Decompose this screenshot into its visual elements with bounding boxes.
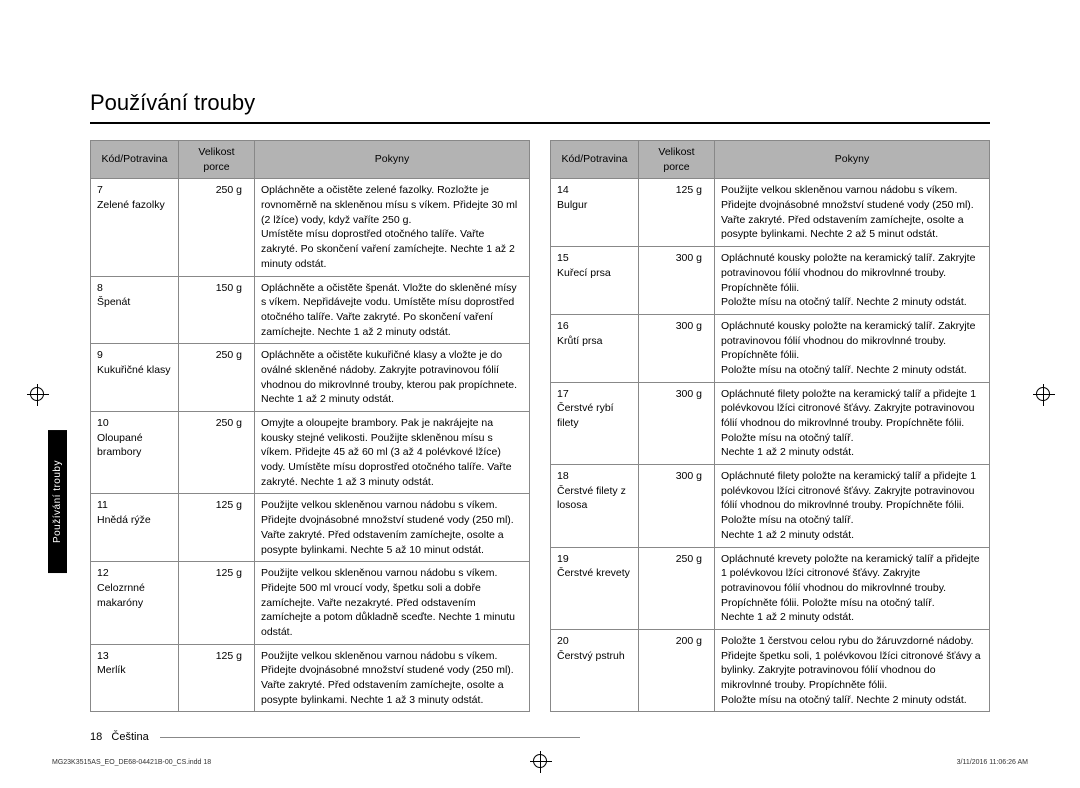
- cell-instructions: Použijte velkou skleněnou varnou nádobu …: [715, 179, 990, 247]
- cell-instructions: Použijte velkou skleněnou varnou nádobu …: [255, 644, 530, 712]
- page-language: Čeština: [111, 731, 148, 743]
- footer-line: [160, 737, 580, 738]
- cell-code: 7 Zelené fazolky: [91, 179, 179, 276]
- table-row: 16 Krůtí prsa300 gOpláchnuté kousky polo…: [551, 314, 990, 382]
- table-header-row: Kód/Potravina Velikost porce Pokyny: [91, 141, 530, 179]
- table-row: 14 Bulgur125 gPoužijte velkou skleněnou …: [551, 179, 990, 247]
- header-portion: Velikost porce: [639, 141, 715, 179]
- cell-portion: 250 g: [179, 412, 255, 494]
- registration-mark-left: [30, 387, 44, 401]
- cell-portion: 125 g: [639, 179, 715, 247]
- table-row: 19 Čerstvé krevety250 gOpláchnuté krevet…: [551, 547, 990, 629]
- left-column: Kód/Potravina Velikost porce Pokyny 7 Ze…: [90, 140, 530, 712]
- left-table: Kód/Potravina Velikost porce Pokyny 7 Ze…: [90, 140, 530, 712]
- cell-instructions: Opláchněte a očistěte zelené fazolky. Ro…: [255, 179, 530, 276]
- cell-code: 8 Špenát: [91, 276, 179, 344]
- page-number: 18: [90, 731, 102, 743]
- table-row: 8 Špenát150 gOpláchněte a očistěte špená…: [91, 276, 530, 344]
- table-row: 12 Celozrnné makaróny125 gPoužijte velko…: [91, 562, 530, 644]
- right-column: Kód/Potravina Velikost porce Pokyny 14 B…: [550, 140, 990, 712]
- cell-portion: 200 g: [639, 629, 715, 711]
- table-row: 20 Čerstvý pstruh200 gPoložte 1 čerstvou…: [551, 629, 990, 711]
- page-title: Používání trouby: [90, 90, 1030, 116]
- cell-portion: 250 g: [639, 547, 715, 629]
- cell-instructions: Omyjte a oloupejte brambory. Pak je nakr…: [255, 412, 530, 494]
- cell-portion: 125 g: [179, 494, 255, 562]
- table-row: 15 Kuřecí prsa300 gOpláchnuté kousky pol…: [551, 247, 990, 315]
- cell-instructions: Opláchnuté kousky položte na keramický t…: [715, 314, 990, 382]
- table-row: 18 Čerstvé filety z lososa300 gOpláchnut…: [551, 465, 990, 547]
- table-row: 9 Kukuřičné klasy250 gOpláchněte a očist…: [91, 344, 530, 412]
- header-code: Kód/Potravina: [551, 141, 639, 179]
- table-row: 7 Zelené fazolky250 gOpláchněte a očistě…: [91, 179, 530, 276]
- table-row: 11 Hnědá rýže125 gPoužijte velkou skleně…: [91, 494, 530, 562]
- cell-portion: 125 g: [179, 562, 255, 644]
- cell-code: 20 Čerstvý pstruh: [551, 629, 639, 711]
- cell-portion: 150 g: [179, 276, 255, 344]
- cell-instructions: Opláchnuté filety položte na keramický t…: [715, 465, 990, 547]
- registration-mark-right: [1036, 387, 1050, 401]
- cell-portion: 300 g: [639, 465, 715, 547]
- cell-instructions: Položte 1 čerstvou celou rybu do žáruvzd…: [715, 629, 990, 711]
- cell-instructions: Použijte velkou skleněnou varnou nádobu …: [255, 494, 530, 562]
- print-meta-right: 3/11/2016 11:06:26 AM: [957, 759, 1028, 766]
- cell-code: 9 Kukuřičné klasy: [91, 344, 179, 412]
- header-code: Kód/Potravina: [91, 141, 179, 179]
- cell-code: 14 Bulgur: [551, 179, 639, 247]
- cell-portion: 125 g: [179, 644, 255, 712]
- cell-portion: 300 g: [639, 247, 715, 315]
- cell-code: 13 Merlík: [91, 644, 179, 712]
- header-instructions: Pokyny: [255, 141, 530, 179]
- cell-instructions: Opláchněte a očistěte špenát. Vložte do …: [255, 276, 530, 344]
- cell-code: 17 Čerstvé rybí filety: [551, 382, 639, 464]
- table-header-row: Kód/Potravina Velikost porce Pokyny: [551, 141, 990, 179]
- cell-portion: 300 g: [639, 382, 715, 464]
- cell-instructions: Opláchnuté kousky položte na keramický t…: [715, 247, 990, 315]
- header-portion: Velikost porce: [179, 141, 255, 179]
- cell-portion: 300 g: [639, 314, 715, 382]
- cell-instructions: Opláchnuté filety položte na keramický t…: [715, 382, 990, 464]
- cell-instructions: Opláchněte a očistěte kukuřičné klasy a …: [255, 344, 530, 412]
- table-row: 13 Merlík125 gPoužijte velkou skleněnou …: [91, 644, 530, 712]
- cell-instructions: Opláchnuté krevety položte na keramický …: [715, 547, 990, 629]
- title-underline: [90, 122, 990, 124]
- print-meta-left: MG23K3515AS_EO_DE68-04421B-00_CS.indd 18: [52, 759, 211, 766]
- right-table: Kód/Potravina Velikost porce Pokyny 14 B…: [550, 140, 990, 712]
- cell-instructions: Použijte velkou skleněnou varnou nádobu …: [255, 562, 530, 644]
- cell-portion: 250 g: [179, 179, 255, 276]
- cell-code: 18 Čerstvé filety z lososa: [551, 465, 639, 547]
- table-row: 17 Čerstvé rybí filety300 gOpláchnuté fi…: [551, 382, 990, 464]
- cell-portion: 250 g: [179, 344, 255, 412]
- cell-code: 16 Krůtí prsa: [551, 314, 639, 382]
- registration-mark-bottom: [533, 754, 547, 768]
- cell-code: 15 Kuřecí prsa: [551, 247, 639, 315]
- cell-code: 10 Oloupané brambory: [91, 412, 179, 494]
- cell-code: 19 Čerstvé krevety: [551, 547, 639, 629]
- header-instructions: Pokyny: [715, 141, 990, 179]
- cell-code: 12 Celozrnné makaróny: [91, 562, 179, 644]
- cell-code: 11 Hnědá rýže: [91, 494, 179, 562]
- table-row: 10 Oloupané brambory250 gOmyjte a oloupe…: [91, 412, 530, 494]
- content-area: Kód/Potravina Velikost porce Pokyny 7 Ze…: [90, 140, 990, 712]
- side-tab: Používání trouby: [48, 430, 67, 573]
- page-footer: 18 Čeština: [90, 731, 580, 743]
